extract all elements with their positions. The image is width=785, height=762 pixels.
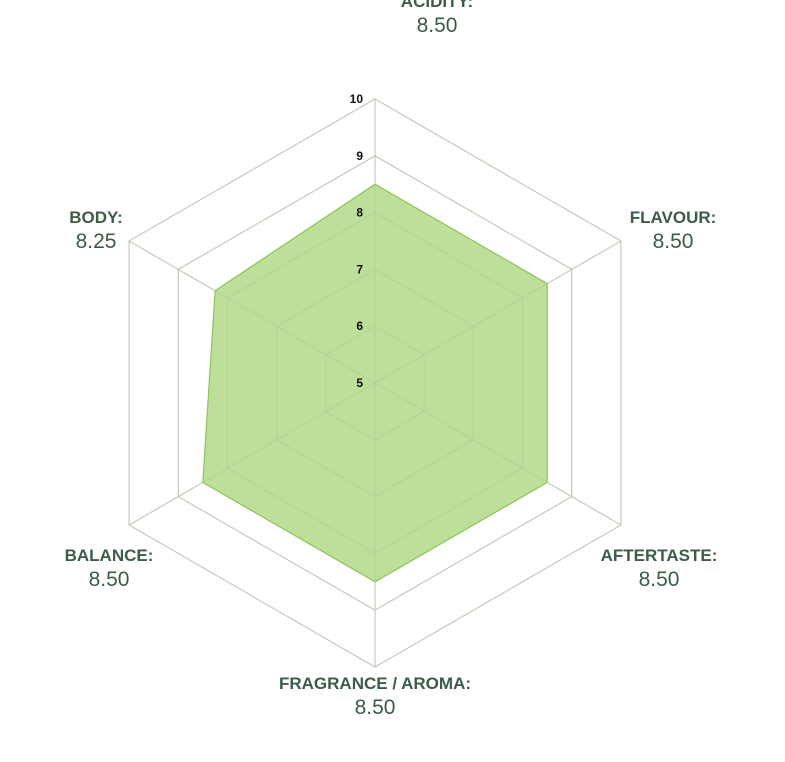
axis-label-group: FLAVOUR: 8.50 — [630, 208, 717, 253]
axis-label: BALANCE: — [65, 546, 154, 565]
axis-label: FLAVOUR: — [630, 208, 717, 227]
axis-label: BODY: — [69, 208, 123, 227]
axis-value-label: 8.50 — [653, 230, 694, 253]
axis-value-label: 8.25 — [76, 230, 117, 253]
axis-label-group: BODY: 8.25 — [69, 208, 123, 253]
axis-value-label: 8.50 — [89, 568, 130, 591]
axis-value-label: 8.50 — [355, 696, 396, 719]
tick-label: 8 — [356, 206, 363, 220]
axis-label-group: AFTERTASTE: 8.50 — [601, 546, 718, 591]
axis-label-group: BALANCE: 8.50 — [65, 546, 154, 591]
axis-label: ACIDITY: — [401, 0, 473, 11]
axis-label: AFTERTASTE: — [601, 546, 718, 565]
inner-grid-spoke — [128, 382, 376, 526]
radar-inner-grid — [128, 98, 622, 668]
inner-grid-spoke — [374, 240, 622, 384]
axis-value-label: 8.50 — [417, 14, 458, 37]
tick-label: 10 — [350, 92, 364, 106]
radar-axis-labels: ACIDITY:8.50FLAVOUR:8.50AFTERTASTE:8.50F… — [65, 0, 718, 719]
tick-label: 7 — [356, 262, 363, 276]
inner-grid-spoke — [128, 240, 376, 384]
tick-label: 9 — [356, 149, 363, 163]
axis-label-group: ACIDITY: 8.50 — [401, 0, 473, 37]
axis-label-group: FRAGRANCE / AROMA: 8.50 — [279, 674, 471, 719]
axis-label: FRAGRANCE / AROMA: — [279, 674, 471, 693]
tick-label: 6 — [356, 319, 363, 333]
radar-ticks: 5 6 7 8 9 10 — [350, 92, 364, 390]
tick-label: 5 — [356, 376, 363, 390]
inner-grid-spoke — [374, 382, 622, 526]
axis-value-label: 8.50 — [639, 568, 680, 591]
